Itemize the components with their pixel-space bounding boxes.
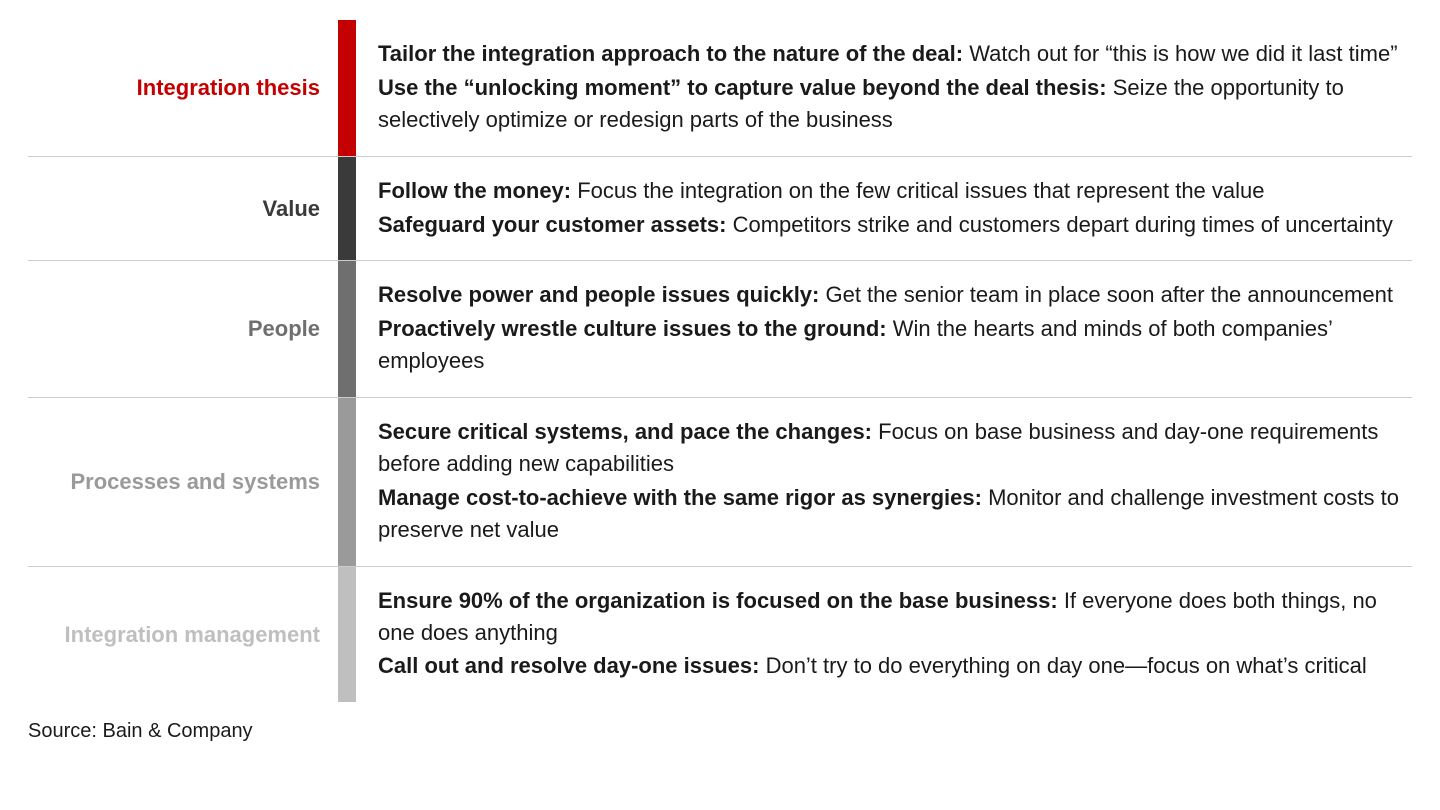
point-rest: Competitors strike and customers depart … xyxy=(726,212,1392,237)
point-bold: Ensure 90% of the organization is focuse… xyxy=(378,588,1058,613)
point-bold: Secure critical systems, and pace the ch… xyxy=(378,419,872,444)
row-label: Processes and systems xyxy=(28,416,338,548)
row-label: Value xyxy=(28,175,338,243)
bullet-point: Tailor the integration approach to the n… xyxy=(378,38,1412,70)
table-row: Processes and systems Secure critical sy… xyxy=(28,398,1412,567)
bullet-point: Follow the money: Focus the integration … xyxy=(378,175,1412,207)
point-rest: Watch out for “this is how we did it las… xyxy=(963,41,1397,66)
point-bold: Resolve power and people issues quickly: xyxy=(378,282,819,307)
bullet-point: Secure critical systems, and pace the ch… xyxy=(378,416,1412,480)
table-row: Integration thesis Tailor the integratio… xyxy=(28,20,1412,157)
point-bold: Manage cost-to-achieve with the same rig… xyxy=(378,485,982,510)
point-bold: Tailor the integration approach to the n… xyxy=(378,41,963,66)
point-rest: Don’t try to do everything on day one—fo… xyxy=(759,653,1366,678)
row-content: Follow the money: Focus the integration … xyxy=(356,175,1412,243)
table-row: Integration management Ensure 90% of the… xyxy=(28,567,1412,703)
color-bar xyxy=(338,157,356,261)
source-attribution: Source: Bain & Company xyxy=(28,720,1412,743)
bullet-point: Safeguard your customer assets: Competit… xyxy=(378,209,1412,241)
color-bar xyxy=(338,261,356,397)
bullet-point: Manage cost-to-achieve with the same rig… xyxy=(378,482,1412,546)
row-content: Resolve power and people issues quickly:… xyxy=(356,279,1412,379)
table-row: People Resolve power and people issues q… xyxy=(28,261,1412,398)
row-content: Secure critical systems, and pace the ch… xyxy=(356,416,1412,548)
point-bold: Call out and resolve day-one issues: xyxy=(378,653,759,678)
row-label: People xyxy=(28,279,338,379)
color-bar xyxy=(338,567,356,703)
point-bold: Use the “unlocking moment” to capture va… xyxy=(378,75,1107,100)
integration-table: Integration thesis Tailor the integratio… xyxy=(28,20,1412,702)
point-bold: Proactively wrestle culture issues to th… xyxy=(378,316,887,341)
row-content: Tailor the integration approach to the n… xyxy=(356,38,1412,138)
point-rest: Get the senior team in place soon after … xyxy=(819,282,1393,307)
table-row: Value Follow the money: Focus the integr… xyxy=(28,157,1412,262)
point-bold: Follow the money: xyxy=(378,178,571,203)
bullet-point: Call out and resolve day-one issues: Don… xyxy=(378,650,1412,682)
color-bar xyxy=(338,398,356,566)
bullet-point: Ensure 90% of the organization is focuse… xyxy=(378,585,1412,649)
bullet-point: Resolve power and people issues quickly:… xyxy=(378,279,1412,311)
bullet-point: Use the “unlocking moment” to capture va… xyxy=(378,72,1412,136)
color-bar xyxy=(338,20,356,156)
row-content: Ensure 90% of the organization is focuse… xyxy=(356,585,1412,685)
point-rest: Focus the integration on the few critica… xyxy=(571,178,1264,203)
bullet-point: Proactively wrestle culture issues to th… xyxy=(378,313,1412,377)
point-bold: Safeguard your customer assets: xyxy=(378,212,726,237)
row-label: Integration management xyxy=(28,585,338,685)
row-label: Integration thesis xyxy=(28,38,338,138)
